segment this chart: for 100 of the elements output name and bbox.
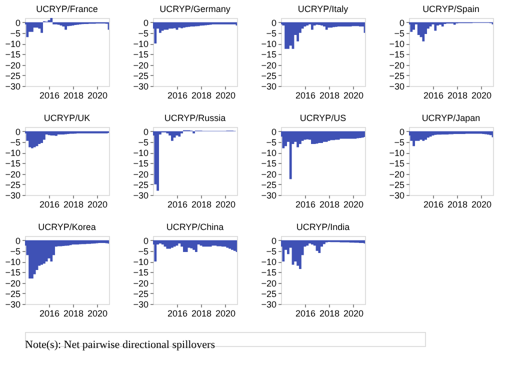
x-tick-label: 2016 — [167, 90, 188, 100]
x-tick-label: 2016 — [295, 90, 316, 100]
chart-title: UCRYP/France — [36, 4, 98, 14]
y-tick-label: −15 — [261, 268, 276, 278]
y-tick-label: −30 — [261, 82, 276, 92]
y-tick-label: −20 — [261, 60, 276, 70]
y-tick-label: −15 — [5, 268, 20, 278]
y-tick-label: −15 — [5, 50, 20, 60]
x-tick-label: 2018 — [319, 200, 340, 210]
y-tick-label: −5 — [394, 137, 404, 148]
y-tick-label: −5 — [138, 137, 148, 148]
x-tick-label: 2020 — [215, 200, 236, 210]
x-tick-label: 2020 — [343, 308, 364, 318]
x-tick-label: 2018 — [63, 90, 84, 100]
y-tick-label: −10 — [133, 39, 148, 49]
x-tick-label: 2016 — [167, 200, 188, 210]
y-tick-label: −10 — [261, 257, 276, 267]
x-tick-label: 2020 — [215, 308, 236, 318]
y-tick-label: −20 — [389, 169, 404, 180]
x-tick-label: 2020 — [87, 200, 108, 210]
y-tick-label: −20 — [133, 169, 148, 180]
y-tick-label: −25 — [133, 288, 148, 299]
x-tick-label: 2016 — [423, 200, 444, 210]
y-tick-label: 0 — [15, 126, 20, 137]
chart-title: UCRYP/Italy — [298, 4, 349, 14]
y-tick-label: −30 — [133, 190, 148, 200]
x-tick-label: 2020 — [471, 90, 492, 100]
y-tick-label: −25 — [5, 180, 20, 190]
y-tick-label: 0 — [399, 18, 404, 28]
chart-title: UCRYP/US — [300, 113, 346, 123]
y-tick-label: −30 — [389, 190, 404, 200]
y-tick-label: −30 — [133, 300, 148, 310]
x-tick-label: 2020 — [343, 90, 364, 100]
y-tick-label: −10 — [261, 148, 276, 158]
y-tick-label: −10 — [261, 39, 276, 49]
y-tick-label: 0 — [399, 126, 404, 137]
y-tick-label: −5 — [10, 246, 20, 256]
x-tick-label: 2016 — [167, 308, 188, 318]
text: Note(s): Net pairwise directional spillovers — [25, 339, 216, 351]
y-tick-label: −30 — [261, 300, 276, 310]
x-tick-label: 2018 — [319, 90, 340, 100]
y-tick-label: −25 — [389, 180, 404, 190]
x-tick-label: 2018 — [191, 308, 212, 318]
chart-title: UCRYP/Japan — [422, 113, 480, 123]
y-tick-label: −20 — [133, 60, 148, 70]
chart-title: UCRYP/China — [166, 222, 224, 232]
y-tick-label: −10 — [133, 257, 148, 267]
y-tick-label: −15 — [261, 50, 276, 60]
y-tick-label: −5 — [266, 28, 276, 38]
y-tick-label: −25 — [261, 70, 276, 81]
y-tick-label: 0 — [271, 126, 276, 137]
y-tick-label: −25 — [261, 288, 276, 299]
y-tick-label: −30 — [5, 190, 20, 200]
x-tick-label: 2018 — [319, 308, 340, 318]
x-tick-label: 2016 — [39, 90, 60, 100]
y-tick-label: −20 — [261, 169, 276, 180]
chart-title: UCRYP/UK — [44, 113, 90, 123]
y-tick-label: −10 — [389, 148, 404, 158]
x-tick-label: 2018 — [191, 90, 212, 100]
chart-title: UCRYP/Russia — [164, 113, 226, 123]
x-tick-label: 2016 — [423, 90, 444, 100]
y-tick-label: −30 — [261, 190, 276, 200]
y-tick-label: 0 — [143, 18, 148, 28]
x-tick-label: 2020 — [87, 308, 108, 318]
y-tick-label: −5 — [266, 246, 276, 256]
y-tick-label: −5 — [10, 137, 20, 148]
y-tick-label: −20 — [261, 278, 276, 288]
y-tick-label: 0 — [15, 236, 20, 246]
y-tick-label: −20 — [133, 278, 148, 288]
chart-title: UCRYP/India — [296, 222, 350, 232]
y-tick-label: −25 — [5, 70, 20, 81]
y-tick-label: −5 — [138, 246, 148, 256]
y-tick-label: −15 — [133, 158, 148, 169]
y-tick-label: −10 — [5, 39, 20, 49]
y-tick-label: −30 — [5, 300, 20, 310]
y-tick-label: 0 — [271, 18, 276, 28]
x-tick-label: 2018 — [63, 308, 84, 318]
y-tick-label: −15 — [261, 158, 276, 169]
y-tick-label: −10 — [389, 39, 404, 49]
x-tick-label: 2016 — [295, 308, 316, 318]
y-tick-label: −25 — [261, 180, 276, 190]
x-tick-label: 2018 — [447, 90, 468, 100]
y-tick-label: −30 — [133, 82, 148, 92]
x-tick-label: 2016 — [39, 200, 60, 210]
y-tick-label: −15 — [133, 268, 148, 278]
y-tick-label: −20 — [5, 169, 20, 180]
x-tick-label: 2020 — [343, 200, 364, 210]
y-tick-label: 0 — [15, 18, 20, 28]
x-tick-label: 2020 — [87, 90, 108, 100]
y-tick-label: 0 — [143, 126, 148, 137]
x-tick-label: 2020 — [215, 90, 236, 100]
y-tick-label: −25 — [389, 70, 404, 81]
y-tick-label: −5 — [10, 28, 20, 38]
chart-title: UCRYP/Spain — [422, 4, 480, 14]
y-tick-label: −15 — [133, 50, 148, 60]
y-tick-label: −20 — [389, 60, 404, 70]
x-tick-label: 2018 — [447, 200, 468, 210]
y-tick-label: −5 — [138, 28, 148, 38]
y-tick-label: −30 — [5, 82, 20, 92]
y-tick-label: −25 — [133, 180, 148, 190]
